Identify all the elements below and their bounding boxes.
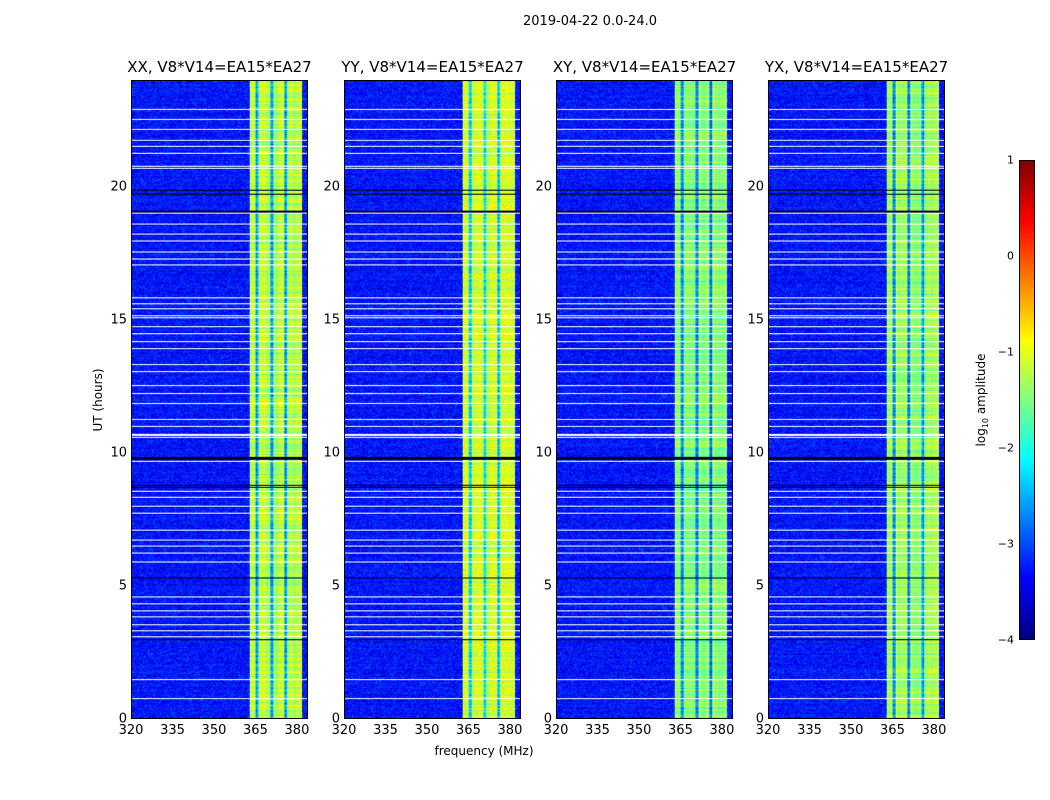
y-axis-label: UT (hours) (91, 368, 105, 432)
colorbar-tick-label: −4 (997, 633, 1014, 647)
x-tick-label: 335 (585, 723, 610, 738)
heatmap-panel (131, 80, 308, 719)
y-tick-label: 5 (331, 578, 340, 594)
y-tick-label: 20 (747, 179, 764, 194)
x-tick-label: 350 (201, 723, 227, 738)
y-tick-label: 15 (110, 312, 127, 328)
x-tick-label: 335 (797, 723, 822, 738)
x-tick-label: 365 (243, 723, 268, 738)
y-tick-label: 20 (323, 179, 340, 194)
colorbar-tick-label: 1 (1007, 153, 1014, 167)
x-tick-label: 350 (838, 723, 864, 738)
x-tick-label: 350 (626, 723, 652, 738)
y-tick-label: 0 (755, 711, 764, 727)
colorbar-tick-label: 0 (1007, 249, 1014, 263)
heatmap-panel (344, 80, 521, 719)
panel-title: YY, V8*V14=EA15*EA27 (341, 58, 524, 76)
panel-title: YX, V8*V14=EA15*EA27 (764, 58, 949, 76)
y-tick-label: 20 (535, 179, 552, 194)
colorbar-tick-label: −3 (997, 537, 1014, 551)
y-tick-label: 0 (118, 711, 127, 727)
y-tick-label: 5 (543, 578, 552, 594)
panel-title: XY, V8*V14=EA15*EA27 (552, 58, 737, 76)
x-tick-label: 380 (709, 723, 735, 738)
y-tick-label: 15 (323, 312, 340, 328)
x-tick-label: 365 (456, 723, 481, 738)
x-tick-label: 320 (118, 723, 144, 738)
heatmap-panel (556, 80, 733, 719)
x-tick-label: 335 (373, 723, 398, 738)
y-tick-label: 10 (535, 445, 552, 461)
x-tick-label: 350 (414, 723, 440, 738)
colorbar (1019, 160, 1035, 640)
x-tick-label: 365 (880, 723, 905, 738)
y-tick-label: 20 (110, 179, 127, 194)
y-tick-label: 10 (747, 445, 764, 461)
y-tick-label: 0 (331, 711, 340, 727)
x-tick-label: 380 (497, 723, 523, 738)
heatmap-image (769, 81, 944, 718)
colorbar-tick-label: −1 (997, 345, 1014, 359)
y-tick-label: 10 (323, 445, 340, 461)
y-tick-label: 10 (110, 445, 127, 461)
colorbar-tick-label: −2 (997, 441, 1014, 455)
y-tick-label: 15 (747, 312, 764, 328)
colorbar-label: log10 amplitude (973, 353, 991, 447)
x-tick-label: 320 (755, 723, 781, 738)
panel-title: XX, V8*V14=EA15*EA27 (127, 58, 312, 76)
heatmap-image (345, 81, 520, 718)
heatmap-panel (768, 80, 945, 719)
x-tick-label: 320 (331, 723, 357, 738)
x-tick-label: 380 (921, 723, 947, 738)
x-tick-label: 335 (160, 723, 185, 738)
y-tick-label: 0 (543, 711, 552, 727)
x-tick-label: 320 (543, 723, 569, 738)
y-tick-label: 5 (755, 578, 764, 594)
y-tick-label: 5 (118, 578, 127, 594)
heatmap-image (557, 81, 732, 718)
x-axis-label: frequency (MHz) (434, 744, 534, 758)
x-tick-label: 365 (668, 723, 693, 738)
x-tick-label: 380 (284, 723, 310, 738)
figure-title: 2019-04-22 0.0-24.0 (523, 14, 657, 29)
heatmap-image (132, 81, 307, 718)
y-tick-label: 15 (535, 312, 552, 328)
colorbar-gradient (1020, 161, 1034, 639)
